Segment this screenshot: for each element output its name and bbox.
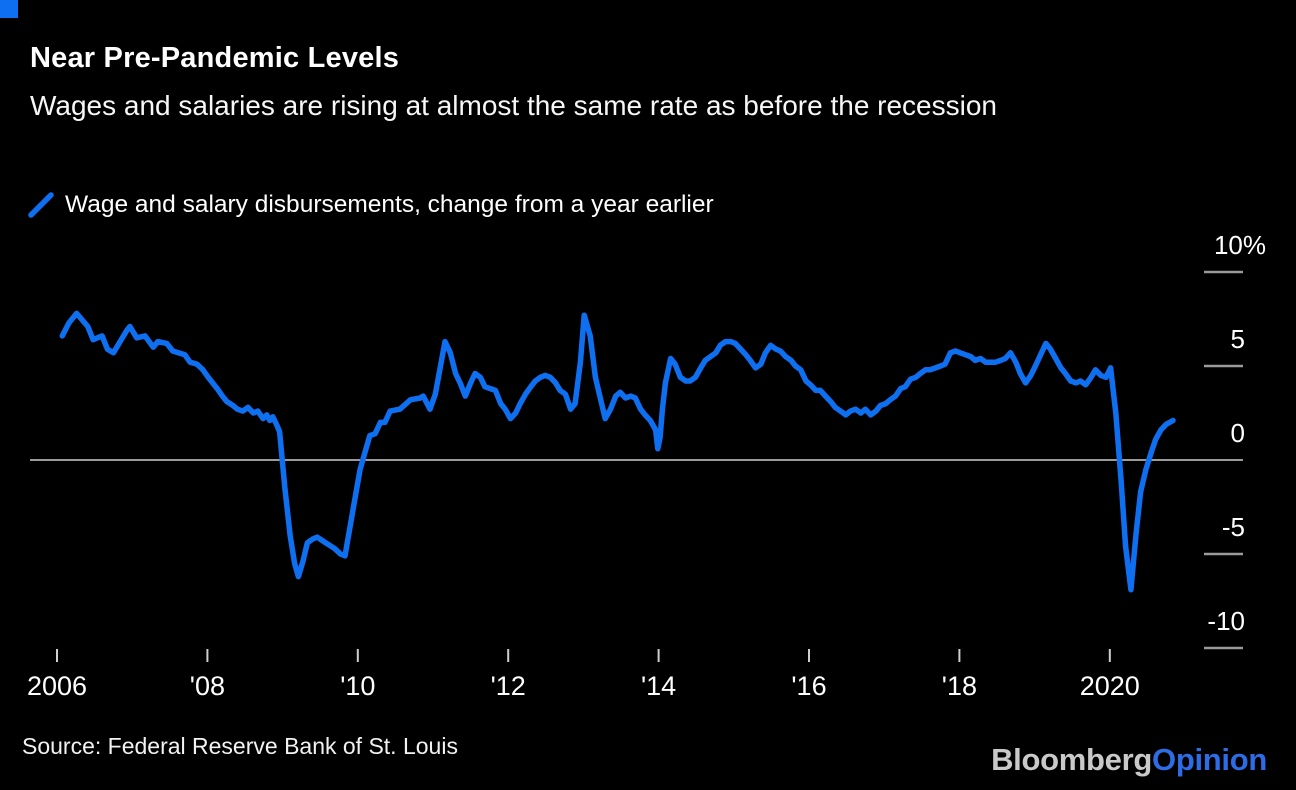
y-axis-ticks <box>1204 270 1243 650</box>
logo-bloomberg-text: Bloomberg <box>991 742 1153 777</box>
x-axis-ticks <box>56 649 1111 662</box>
bloomberg-opinion-logo: BloombergOpinion <box>991 742 1267 778</box>
legend-line-swatch-icon <box>28 192 54 218</box>
y-tick-label: 5 <box>1230 324 1245 354</box>
source-note: Source: Federal Reserve Bank of St. Loui… <box>22 733 458 759</box>
legend: Wage and salary disbursements, change fr… <box>28 191 714 219</box>
bloomberg-blue-mark-icon <box>0 0 18 18</box>
wage-series-line <box>59 310 1176 593</box>
x-tick-label: '12 <box>490 671 526 701</box>
x-tick-label: '08 <box>189 671 225 701</box>
y-tick-label: -5 <box>1221 512 1245 542</box>
logo-opinion-text: Opinion <box>1152 742 1267 777</box>
chart-subtitle: Wages and salaries are rising at almost … <box>30 90 997 121</box>
legend-label: Wage and salary disbursements, change fr… <box>65 191 714 218</box>
y-tick-label: 0 <box>1230 418 1245 448</box>
x-tick-label: 2020 <box>1079 671 1140 701</box>
y-tick-label: 10% <box>1213 230 1266 260</box>
x-tick-label: 2006 <box>26 671 88 701</box>
x-tick-label: '10 <box>340 671 376 701</box>
chart-title: Near Pre-Pandemic Levels <box>30 42 400 74</box>
y-tick-label: -10 <box>1207 606 1245 636</box>
x-tick-label: '14 <box>641 671 677 701</box>
x-tick-label: '18 <box>941 671 977 701</box>
x-tick-label: '16 <box>791 671 827 701</box>
